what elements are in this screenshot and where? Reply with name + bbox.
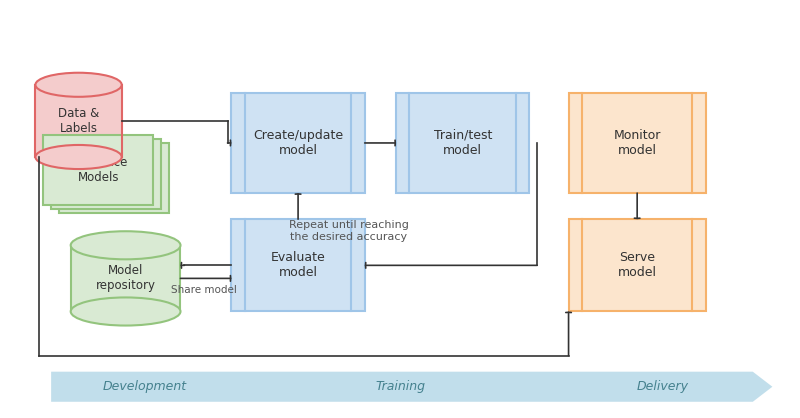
Polygon shape: [51, 372, 773, 402]
Bar: [51, 139, 161, 209]
Bar: [35, 85, 122, 157]
Text: Serve
model: Serve model: [618, 251, 657, 279]
Ellipse shape: [35, 145, 122, 169]
Bar: [59, 143, 169, 213]
Bar: [569, 93, 706, 193]
Text: Train/test
model: Train/test model: [434, 129, 492, 157]
Text: Development: Development: [103, 380, 187, 393]
Text: Training: Training: [375, 380, 425, 393]
Bar: [231, 93, 365, 193]
Text: Evaluate
model: Evaluate model: [270, 251, 326, 279]
Bar: [70, 245, 181, 311]
Text: Repeat until reaching
the desired accuracy: Repeat until reaching the desired accura…: [289, 220, 409, 242]
Bar: [231, 219, 365, 311]
Text: Create/update
model: Create/update model: [253, 129, 343, 157]
Text: Monitor
model: Monitor model: [614, 129, 661, 157]
Ellipse shape: [70, 231, 181, 259]
Ellipse shape: [70, 298, 181, 326]
Text: Model
repository: Model repository: [96, 265, 155, 292]
Text: Share model: Share model: [171, 285, 237, 295]
Bar: [396, 93, 530, 193]
Ellipse shape: [35, 73, 122, 97]
Bar: [569, 219, 706, 311]
Bar: [43, 135, 153, 205]
Text: Data &
Labels: Data & Labels: [58, 107, 99, 135]
Text: Delivery: Delivery: [637, 380, 689, 393]
Text: Reference
Models: Reference Models: [69, 156, 128, 184]
